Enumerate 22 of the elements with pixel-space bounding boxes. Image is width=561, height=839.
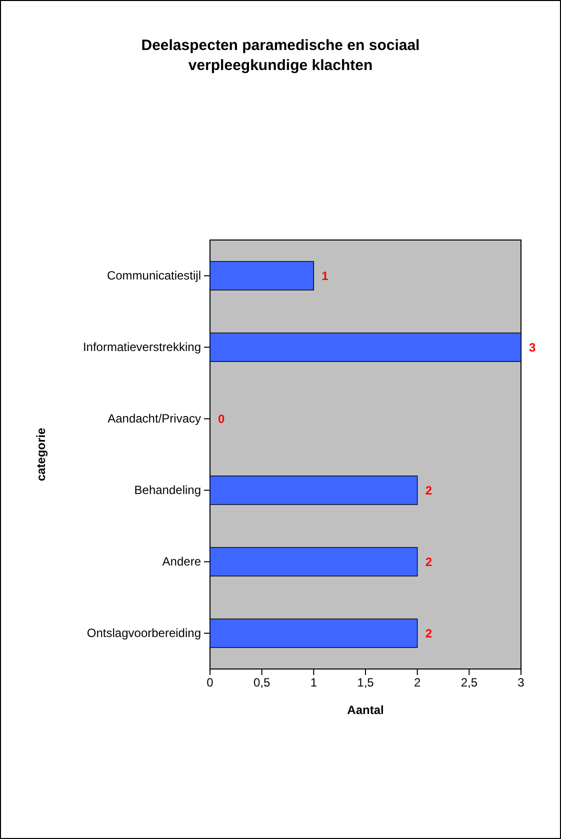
x-tick-label: 2,5 xyxy=(460,676,478,690)
y-tick-label: Behandeling xyxy=(134,483,201,498)
x-tick-label: 1,5 xyxy=(357,676,374,690)
x-tick-label: 1 xyxy=(310,676,318,690)
y-tick-label: Andere xyxy=(162,554,202,569)
data-label: 2 xyxy=(425,626,432,640)
chart-title: Deelaspecten paramedische en sociaal verpleegkundige klachten xyxy=(141,37,420,74)
data-label: 2 xyxy=(425,483,432,498)
x-axis-title: Aantal xyxy=(347,703,384,717)
y-axis-title: categorie xyxy=(34,428,48,482)
y-tick-label: Informatieverstrekking xyxy=(82,340,201,354)
data-label: 2 xyxy=(425,554,432,569)
data-label: 0 xyxy=(218,412,225,426)
x-tick-label: 3 xyxy=(518,676,525,690)
x-tick-label: 0 xyxy=(206,676,214,690)
y-tick-label: Aandacht/Privacy xyxy=(108,412,201,426)
y-tick-label: Communicatiestijl xyxy=(106,268,201,283)
x-tick-label: 2 xyxy=(414,676,421,690)
data-label: 1 xyxy=(322,268,329,283)
x-tick-label: 0,5 xyxy=(253,676,270,690)
y-tick-label: Ontslagvoorbereiding xyxy=(86,626,201,640)
data-label: 3 xyxy=(529,340,536,354)
